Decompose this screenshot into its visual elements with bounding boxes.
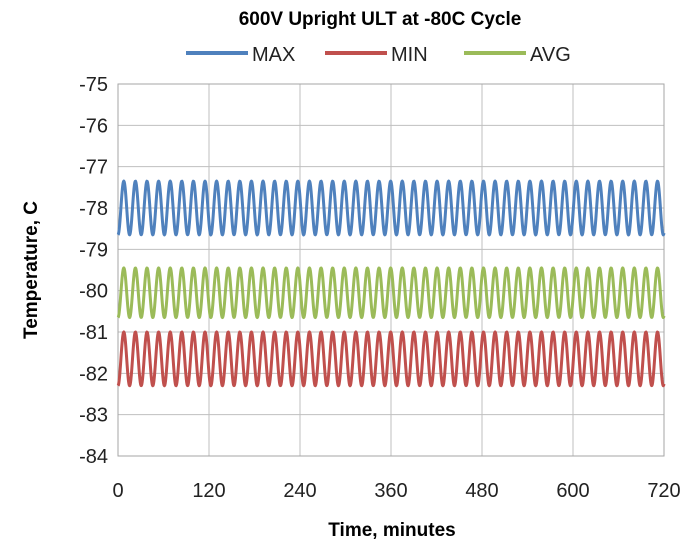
x-tick-label: 120 — [192, 480, 225, 502]
legend-label-max: MAX — [252, 44, 295, 66]
y-axis-label: Temperature, C — [21, 201, 42, 339]
y-tick-label: -81 — [79, 322, 108, 344]
x-tick-label: 0 — [112, 480, 123, 502]
legend: MAX MIN AVG — [186, 44, 571, 66]
y-tick-label: -80 — [79, 281, 108, 303]
x-tick-label: 720 — [647, 480, 680, 502]
y-tick-label: -77 — [79, 157, 108, 179]
y-tick-label: -83 — [79, 405, 108, 427]
legend-label-avg: AVG — [530, 44, 571, 66]
y-tick-label: -84 — [79, 446, 108, 468]
y-tick-label: -76 — [79, 115, 108, 137]
x-tick-label: 480 — [465, 480, 498, 502]
x-axis-label: Time, minutes — [328, 520, 455, 541]
y-tick-label: -79 — [79, 239, 108, 261]
y-tick-label: -82 — [79, 363, 108, 385]
x-tick-label: 600 — [556, 480, 589, 502]
series-line-max — [116, 179, 666, 237]
series-line-avg — [116, 266, 666, 320]
x-tick-label: 240 — [283, 480, 316, 502]
series-line-min — [116, 330, 666, 388]
chart-title: 600V Upright ULT at -80C Cycle — [239, 9, 522, 30]
y-tick-label: -75 — [79, 74, 108, 96]
y-tick-label: -78 — [79, 198, 108, 220]
tick-labels: -75 -76 -77 -78 -79 -80 -81 -82 -83 -840 120 240 360… — [79, 74, 681, 502]
series-group — [116, 179, 666, 388]
plot-area-border — [117, 83, 665, 457]
legend-label-min: MIN — [391, 44, 428, 66]
x-tick-label: 360 — [374, 480, 407, 502]
